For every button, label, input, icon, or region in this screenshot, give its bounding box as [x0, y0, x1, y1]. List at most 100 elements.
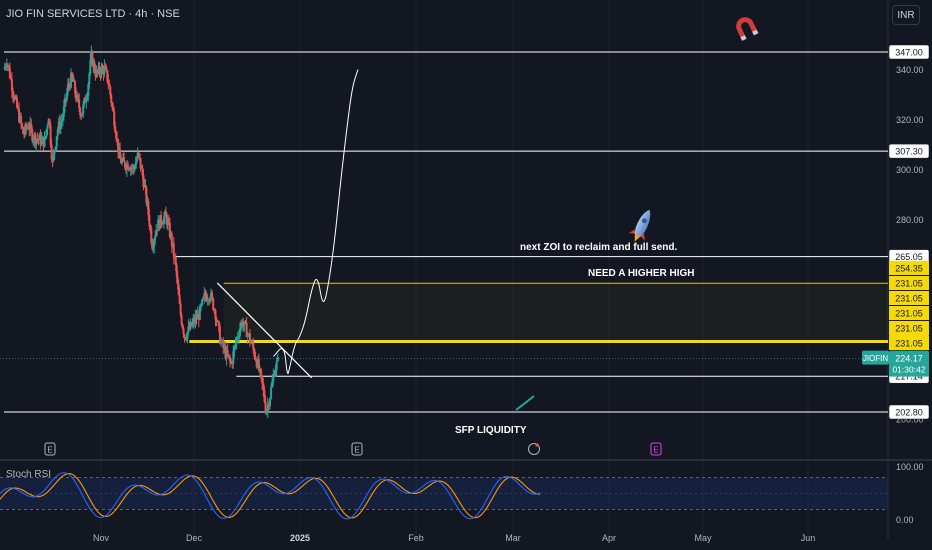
candle-body: [139, 157, 142, 169]
candle-body: [41, 136, 44, 139]
zone-tag: [889, 321, 929, 335]
candle-body: [112, 106, 115, 112]
candle-body: [52, 153, 55, 161]
candle-body: [155, 230, 158, 236]
price-tick-label: 200.00: [896, 414, 924, 424]
candle-body: [62, 106, 65, 117]
candle-body: [135, 159, 138, 163]
candle-body: [187, 326, 190, 333]
candle-body: [63, 98, 66, 107]
candle-body: [149, 225, 152, 229]
candle-body: [3, 66, 6, 70]
candle-body: [153, 239, 156, 247]
level-tag-label: 217.14: [895, 372, 923, 382]
candle-body: [121, 160, 124, 164]
candle-body: [37, 139, 40, 141]
candle-body: [246, 334, 249, 337]
candle-body: [222, 340, 225, 348]
zone-tag: [889, 306, 929, 320]
candle-body: [107, 81, 110, 84]
candle-body: [185, 338, 188, 340]
zone-tag-label: 231.05: [895, 294, 923, 304]
candle-body: [192, 319, 195, 323]
candle-body: [117, 138, 120, 153]
candle-body: [83, 98, 86, 105]
candle-body: [168, 222, 171, 238]
candle-body: [55, 136, 58, 147]
candle-body: [91, 51, 94, 67]
candle-body: [271, 380, 274, 388]
candle-body: [162, 223, 165, 225]
candle-body: [12, 95, 15, 100]
candle-body: [214, 310, 217, 320]
candle-body: [33, 134, 36, 141]
candle-body: [245, 322, 248, 337]
candle-body: [21, 123, 24, 128]
candle-body: [119, 149, 122, 159]
candle-body: [267, 404, 270, 407]
candle-body: [72, 75, 75, 82]
candle-body: [243, 321, 246, 325]
candle-body: [207, 299, 210, 301]
drawings: next ZOI to reclaim and full send. NEED A…: [44, 17, 759, 456]
candle-body: [193, 319, 196, 323]
candle-body: [226, 350, 229, 356]
level-tag-label: 347.00: [895, 48, 923, 58]
candle-body: [217, 321, 220, 327]
candle-body: [35, 139, 38, 144]
candle-body: [57, 121, 60, 130]
countdown-label: 01:30:42: [892, 365, 925, 375]
stoch-rsi-pane: 100.00 0.00: [0, 462, 924, 525]
candle-body: [240, 322, 243, 329]
candle-body: [164, 211, 167, 215]
level-tag: [888, 143, 930, 159]
candle-body: [151, 242, 154, 249]
candle-body: [232, 351, 235, 364]
candle-body: [224, 347, 227, 359]
candle-body: [109, 86, 112, 95]
currency-button[interactable]: INR: [892, 5, 920, 25]
candle-body: [86, 95, 89, 100]
zone-band: [223, 283, 888, 342]
candle-body: [255, 360, 258, 367]
candle-body: [42, 136, 45, 147]
candle-body: [68, 85, 71, 88]
candle-body: [154, 235, 157, 240]
candle-body: [73, 81, 76, 83]
earnings-marker: [351, 442, 363, 456]
candle-body: [230, 360, 233, 364]
candle-body: [237, 336, 240, 338]
candle-body: [170, 233, 173, 247]
candle-body: [77, 95, 80, 100]
candle-body: [30, 123, 33, 130]
candle-body: [254, 356, 257, 361]
candle-body: [233, 346, 236, 352]
candle-body: [227, 355, 230, 357]
candle-body: [95, 70, 98, 77]
candle-body: [100, 66, 103, 75]
candle-body: [163, 217, 166, 224]
stoch-rsi-label: Stoch RSI: [6, 469, 52, 480]
candle-body: [108, 83, 111, 87]
candle-body: [251, 342, 254, 344]
candle-body: [266, 404, 269, 411]
candle-body: [178, 295, 181, 304]
candle-body: [17, 107, 20, 109]
news-marker-dot: [535, 443, 539, 447]
price-tick-label: 300.00: [896, 165, 924, 175]
stoch-k-line: [0, 472, 541, 520]
candle-body: [180, 315, 183, 325]
candle-body: [74, 81, 77, 93]
candle-body: [97, 66, 100, 73]
level-tag: [888, 404, 930, 420]
candle-body: [130, 167, 133, 169]
rocket-window: [641, 218, 647, 224]
candle-body: [216, 321, 219, 323]
candle-body: [69, 73, 72, 88]
candle-body: [172, 243, 175, 257]
candle-body: [258, 369, 261, 371]
candle-body: [38, 134, 41, 140]
level-tag-label: 307.30: [895, 147, 923, 157]
